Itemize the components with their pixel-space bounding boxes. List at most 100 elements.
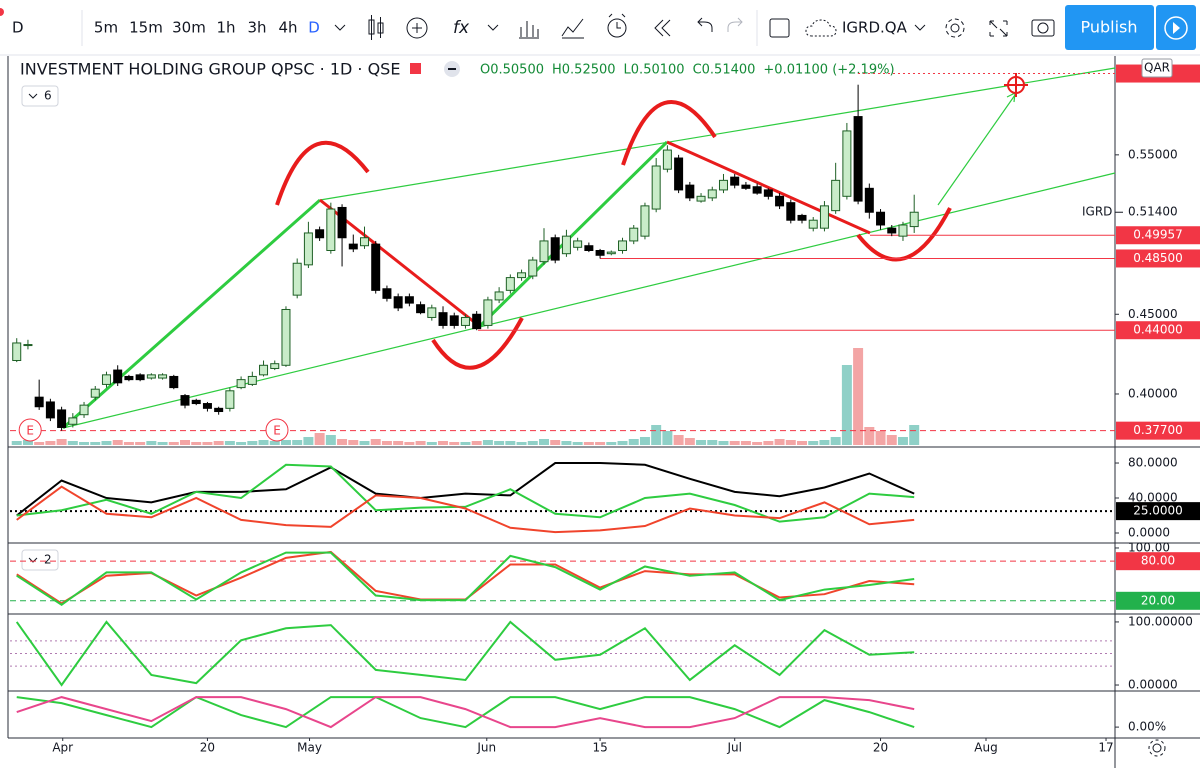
interval[interactable]: 3h [247, 19, 266, 37]
price-label-box [1116, 321, 1200, 340]
candle-body [416, 304, 426, 314]
candle-body [225, 390, 235, 409]
candle-body [651, 165, 661, 210]
volume-bar [202, 442, 213, 445]
candle-body [460, 316, 470, 326]
volume-bar [157, 442, 168, 445]
candle-body [842, 130, 852, 197]
candle-body [438, 312, 448, 326]
financials-icon[interactable] [561, 18, 584, 39]
dropdown-icon[interactable] [487, 24, 499, 31]
snapshot-icon[interactable] [1031, 19, 1055, 37]
volume-bar [774, 439, 785, 445]
dropdown-icon[interactable] [334, 24, 346, 31]
volume-bar [696, 440, 707, 445]
alert-icon[interactable] [607, 13, 627, 38]
volume-bar [516, 442, 527, 445]
candle-body [292, 262, 302, 296]
layout-icon[interactable] [769, 18, 790, 38]
cloud-icon[interactable] [805, 19, 837, 37]
interval-active[interactable]: D [308, 19, 320, 37]
symbol-name[interactable]: IGRD.QA [842, 19, 908, 37]
volume-bar [595, 442, 606, 445]
candle-body [169, 375, 179, 389]
candle-body [247, 375, 257, 385]
volume-bar [359, 441, 370, 445]
candle-body [326, 208, 336, 251]
symbol-letter[interactable]: D [12, 19, 24, 37]
axis-settings-icon[interactable] [1148, 739, 1166, 757]
settings-icon[interactable] [945, 18, 965, 38]
volume-bar [606, 442, 617, 445]
candle-body [864, 187, 874, 213]
candle-body [101, 374, 111, 385]
publish-label[interactable]: Publish [1080, 18, 1137, 37]
volume-bar [236, 442, 247, 445]
notification-dot [0, 8, 4, 16]
interval[interactable]: 30m [172, 19, 206, 37]
volume-bar [583, 442, 594, 445]
candle-body [887, 227, 897, 234]
volume-bar [494, 441, 505, 445]
candle-body [146, 374, 156, 379]
candle-body [427, 307, 437, 318]
price-label-box [1116, 591, 1200, 610]
indicators-count[interactable]: 2 [44, 553, 52, 567]
interval[interactable]: 1h [216, 19, 235, 37]
candle-body [180, 395, 190, 406]
price-label: 0.37700 [1133, 423, 1183, 437]
x-tick-label: 20 [873, 741, 888, 755]
price-label-box [1116, 249, 1200, 268]
collapse-icon[interactable] [28, 557, 38, 563]
volume-bar [752, 442, 763, 445]
templates-icon[interactable] [519, 21, 539, 39]
indicator-line [15, 620, 915, 687]
arc [275, 140, 370, 206]
collapse-button[interactable] [21, 85, 59, 107]
replay-icon[interactable] [654, 19, 671, 37]
candle-body [786, 202, 796, 221]
candle-body [752, 186, 762, 194]
volume-bar [550, 440, 561, 445]
y-tick-label: 100.00000 [1128, 614, 1193, 628]
volume-bar [224, 441, 235, 445]
trend-leg [666, 140, 871, 235]
indicators-button[interactable]: fx [453, 18, 470, 38]
publish-button[interactable] [1065, 5, 1154, 50]
indicators-count[interactable]: 6 [44, 89, 52, 103]
candle-body [707, 189, 717, 199]
fullscreen-icon[interactable] [989, 20, 1008, 37]
candle-body [819, 205, 829, 229]
dropdown-icon[interactable] [914, 24, 926, 31]
candle-body [797, 214, 807, 221]
volume-bar [841, 365, 852, 445]
play-icon[interactable] [1173, 22, 1180, 34]
volume-bar [684, 438, 695, 445]
candle-type-icon[interactable] [368, 15, 384, 40]
play-icon[interactable] [1164, 16, 1188, 40]
candle-body [57, 409, 67, 428]
y-tick-label: 0.45000 [1128, 307, 1178, 321]
volume-bar [404, 442, 415, 445]
interval[interactable]: 4h [278, 19, 297, 37]
price-label-box [1116, 421, 1200, 440]
candle-body [113, 369, 123, 384]
volume-bar [572, 442, 583, 445]
compare-icon[interactable] [406, 17, 428, 39]
volume-bar [292, 440, 303, 445]
collapse-button[interactable] [21, 549, 59, 571]
volume-bar [314, 433, 325, 445]
volume-bar [269, 441, 280, 445]
volume-bar [393, 441, 404, 445]
interval[interactable]: 5m [94, 19, 118, 37]
interval[interactable]: 15m [129, 19, 163, 37]
indicator-line [16, 463, 915, 523]
collapse-icon[interactable] [28, 93, 38, 99]
y-tick-label: 0.0000 [1128, 526, 1170, 540]
candle-body [494, 291, 504, 301]
flag-icon[interactable] [410, 63, 421, 74]
undo-icon[interactable] [697, 17, 713, 32]
candle-body [696, 195, 706, 202]
volume-bar [830, 437, 841, 445]
